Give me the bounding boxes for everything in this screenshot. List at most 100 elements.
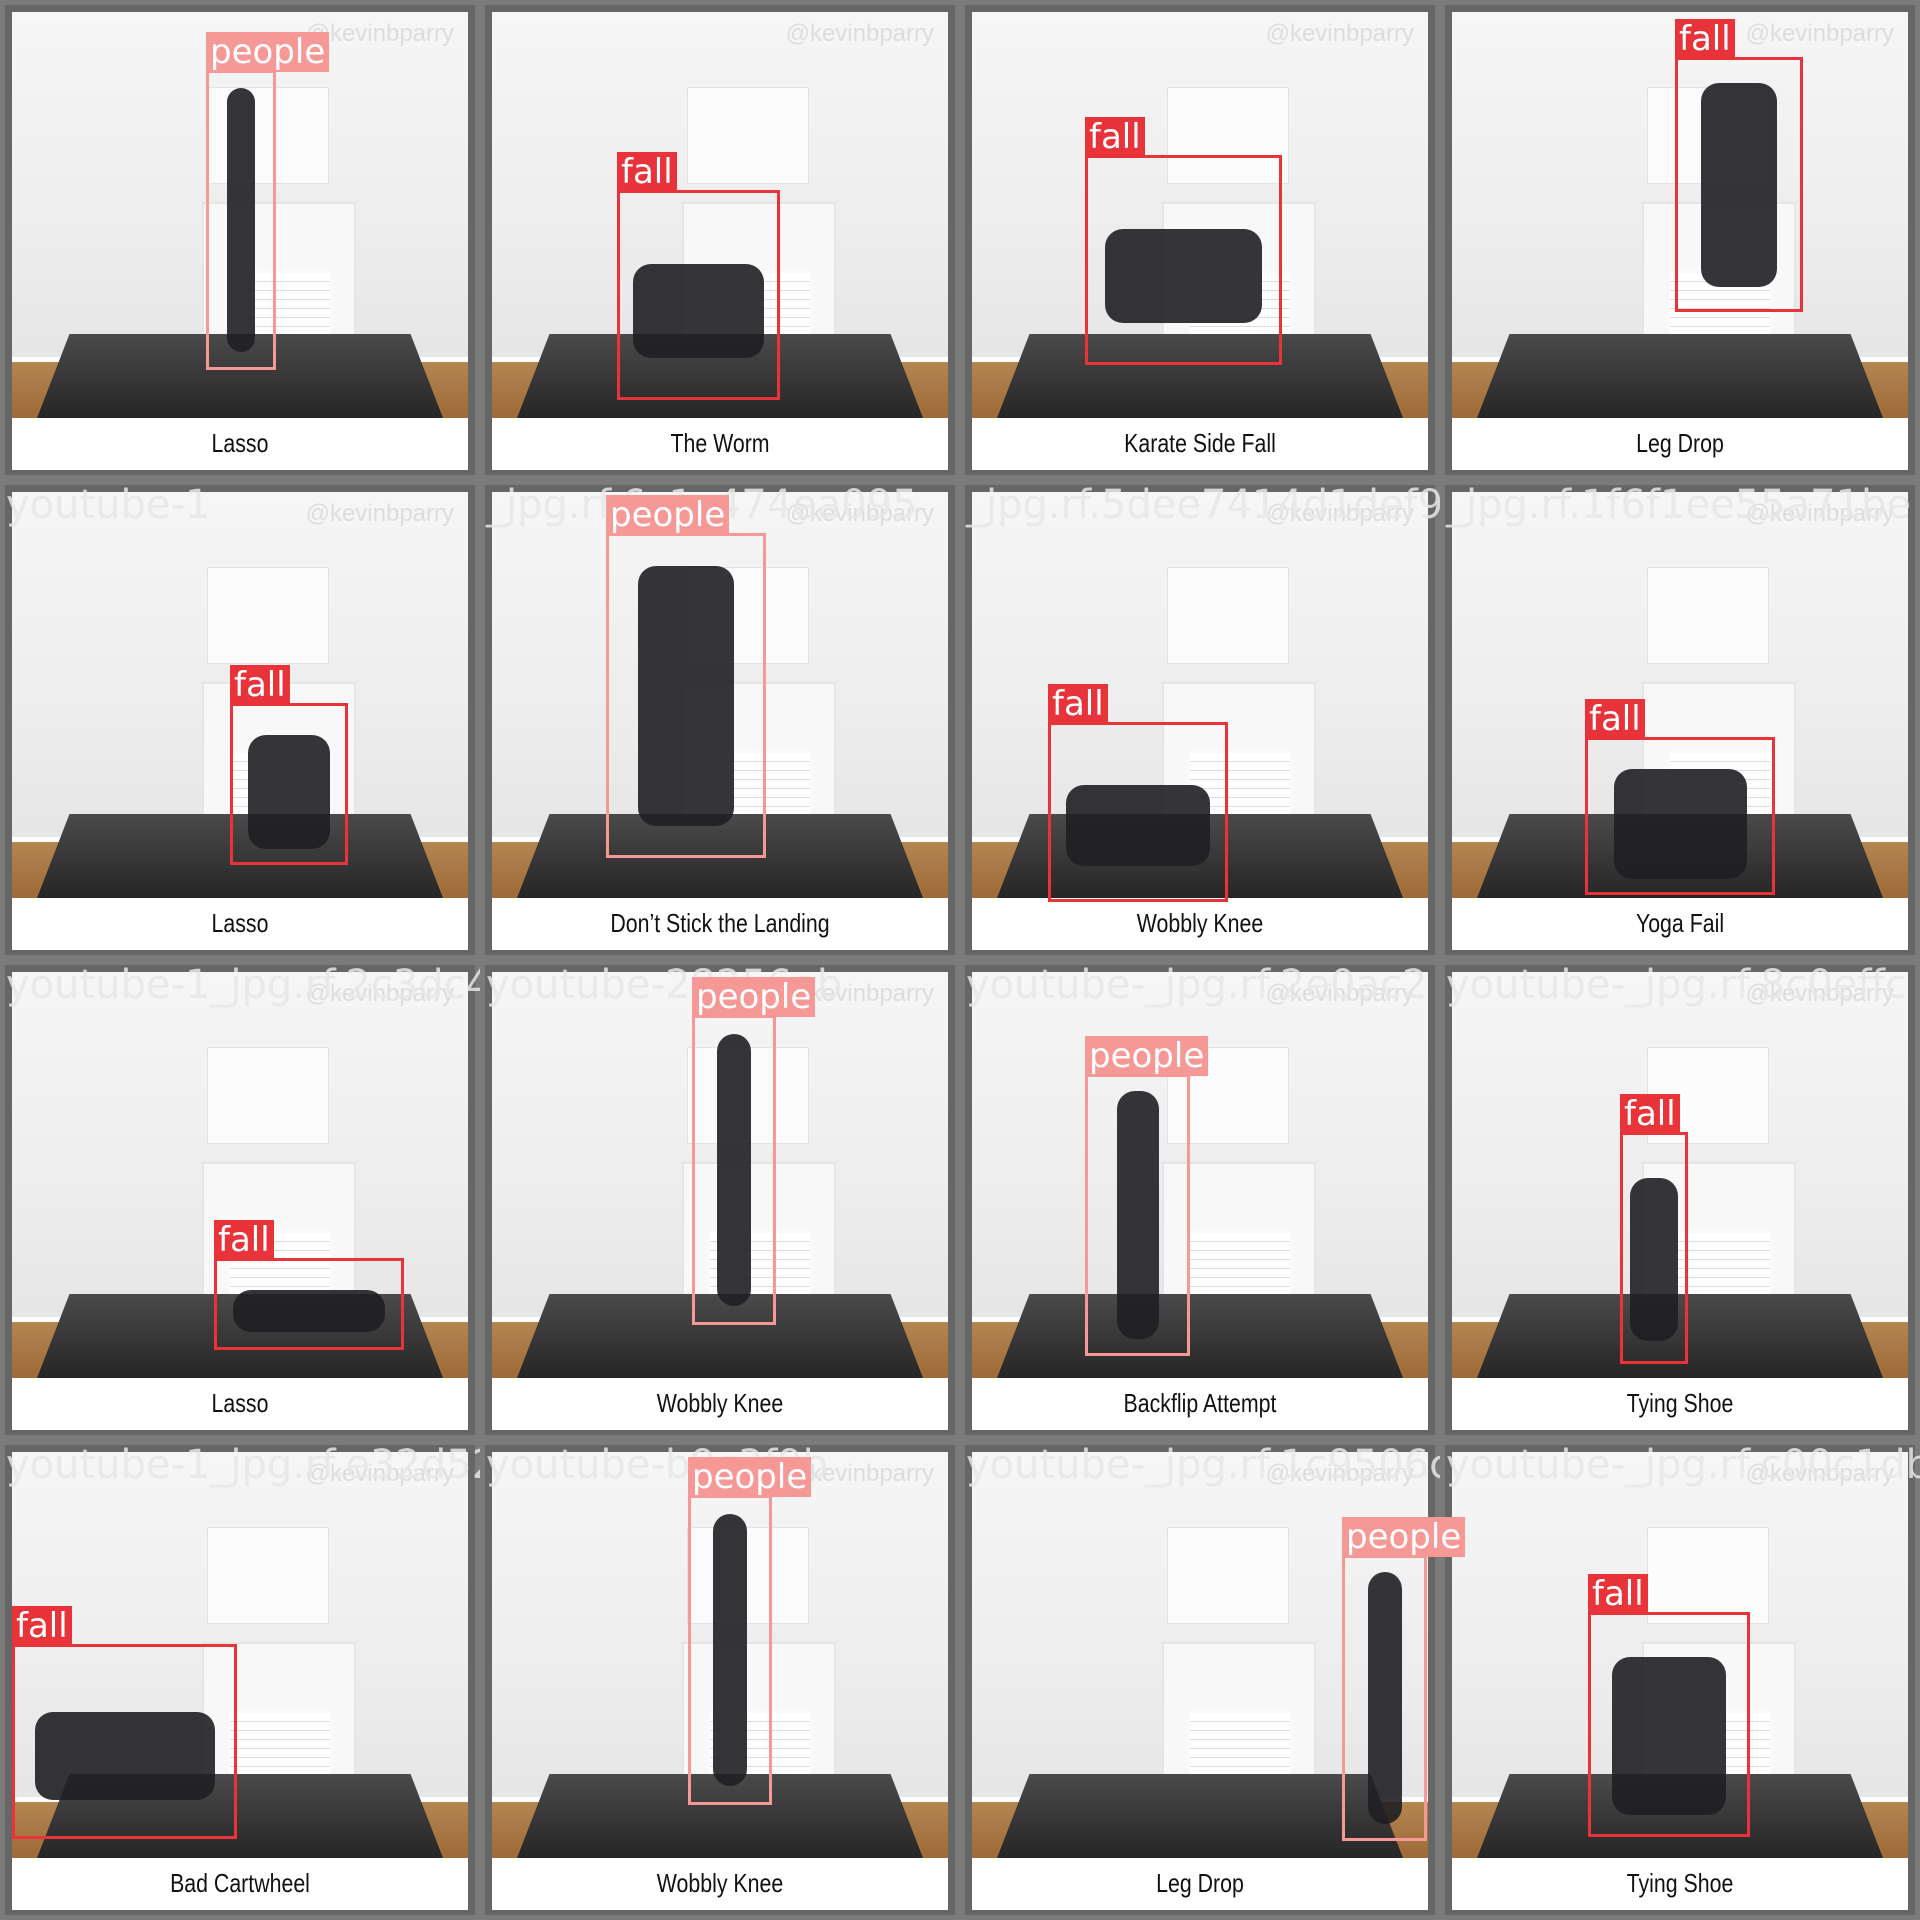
caption-bar: Don’t Stick the Landing xyxy=(492,898,948,950)
wall-frame xyxy=(687,87,809,184)
wall-frame xyxy=(1167,87,1289,184)
filename-overlay: youtube-1_jpg.rf.2c3dc4d xyxy=(6,962,480,1008)
caption-bar: Tying Shoe xyxy=(1452,1858,1908,1910)
fall-bounding-box: fall xyxy=(1048,684,1228,902)
caption-text: Leg Drop xyxy=(1156,1868,1244,1898)
image-tile: @kevinbparry Backflip Attempt youtube-_j… xyxy=(960,960,1440,1440)
image-tile: @kevinbparry Tying Shoe youtube-_jpg.rf.… xyxy=(1440,960,1920,1440)
caption-bar: Wobbly Knee xyxy=(972,898,1428,950)
caption-text: Karate Side Fall xyxy=(1124,428,1276,458)
filename-overlay: youtube-_jpg.rf.8c0effc xyxy=(1446,962,1907,1008)
wall-frame xyxy=(207,1047,329,1144)
person-figure xyxy=(247,735,331,849)
caption-bar: Wobbly Knee xyxy=(492,1378,948,1430)
person-figure xyxy=(717,1033,751,1307)
filename-overlay: youtube-1_jpg.rf.e32d52b xyxy=(6,1442,480,1488)
video-frame-image: @kevinbparry xyxy=(1452,972,1908,1378)
person-figure xyxy=(1630,1178,1678,1341)
people-bounding-box: people xyxy=(688,1457,812,1805)
filename-overlay: _jpg.rf.1f6f1ee55a71be xyxy=(1446,482,1911,528)
caption-bar: Lasso xyxy=(12,1378,468,1430)
detection-label: fall xyxy=(1588,1574,1648,1614)
caption-bar: Leg Drop xyxy=(1452,418,1908,470)
image-tile: @kevinbparry Leg Drop xyxy=(1440,0,1920,480)
caption-text: Wobbly Knee xyxy=(656,1388,784,1418)
video-frame-image: @kevinbparry xyxy=(1452,12,1908,418)
caption-text: Leg Drop xyxy=(1636,428,1724,458)
caption-bar: Lasso xyxy=(12,418,468,470)
wall-frame xyxy=(1647,1527,1769,1624)
crash-mat xyxy=(997,1294,1403,1378)
fall-bounding-box: fall xyxy=(12,1606,237,1839)
caption-bar: Tying Shoe xyxy=(1452,1378,1908,1430)
caption-text: Wobbly Knee xyxy=(656,1868,784,1898)
person-figure xyxy=(1700,82,1778,287)
watermark-text: @kevinbparry xyxy=(305,20,454,47)
fall-bounding-box: fall xyxy=(1588,1574,1750,1837)
filename-overlay: youtube-_jpg.rf.c00c1db xyxy=(1446,1442,1920,1488)
detection-label: fall xyxy=(1085,117,1145,157)
caption-text: Lasso xyxy=(211,428,269,458)
detection-label: people xyxy=(1342,1517,1466,1557)
detection-label: people xyxy=(692,977,816,1017)
filename-overlay: youtube-_jpg.rf.1c9506c xyxy=(966,1442,1440,1488)
caption-text: Yoga Fail xyxy=(1635,908,1725,938)
video-frame-image: @kevinbparry xyxy=(972,972,1428,1378)
filename-overlay: _jpg.rf.5dee7414d1def9 xyxy=(966,482,1440,528)
watermark-text: @kevinbparry xyxy=(785,500,934,527)
filename-overlay: youtube-1 xyxy=(6,482,211,528)
wall-frame xyxy=(1167,567,1289,664)
caption-text: Lasso xyxy=(211,908,269,938)
caption-text: Don’t Stick the Landing xyxy=(610,908,830,938)
person-figure xyxy=(1367,1572,1402,1824)
fall-bounding-box: fall xyxy=(1620,1094,1688,1364)
caption-bar: Backflip Attempt xyxy=(972,1378,1428,1430)
crash-mat xyxy=(1477,334,1883,418)
people-bounding-box: people xyxy=(1085,1036,1209,1356)
detection-label: people xyxy=(1085,1036,1209,1076)
detection-label: fall xyxy=(1620,1094,1680,1134)
caption-text: Wobbly Knee xyxy=(1136,908,1264,938)
person-figure xyxy=(34,1712,215,1800)
person-figure xyxy=(233,1290,385,1332)
person-figure xyxy=(1613,768,1747,880)
detection-label: people xyxy=(206,32,330,72)
wall-frame xyxy=(207,1527,329,1624)
watermark-text: @kevinbparry xyxy=(305,500,454,527)
person-figure xyxy=(638,565,734,826)
caption-bar: The Worm xyxy=(492,418,948,470)
watermark-text: @kevinbparry xyxy=(1265,500,1414,527)
watermark-text: @kevinbparry xyxy=(1265,980,1414,1007)
fall-bounding-box: fall xyxy=(230,665,348,865)
fall-bounding-box: fall xyxy=(214,1220,404,1350)
person-figure xyxy=(1612,1657,1726,1815)
caption-bar: Bad Cartwheel xyxy=(12,1858,468,1910)
caption-bar: Karate Side Fall xyxy=(972,418,1428,470)
caption-text: The Worm xyxy=(670,428,770,458)
detection-label: people xyxy=(606,495,730,535)
person-figure xyxy=(633,263,764,358)
detection-label: people xyxy=(688,1457,812,1497)
people-bounding-box: people xyxy=(1342,1517,1466,1841)
image-tile: @kevinbparry Don’t Stick the Landing _jp… xyxy=(480,480,960,960)
detection-label: fall xyxy=(230,665,290,705)
detection-label: fall xyxy=(1048,684,1108,724)
image-tile: @kevinbparry Bad Cartwheel youtube-1_jpg… xyxy=(0,1440,480,1920)
video-frame-image: @kevinbparry xyxy=(492,492,948,898)
wall-frame xyxy=(687,1527,809,1624)
filename-overlay: youtube-_jpg.rf.2e0ac2 xyxy=(966,962,1428,1008)
person-figure xyxy=(1116,1090,1159,1340)
detection-label: fall xyxy=(12,1606,72,1646)
caption-text: Lasso xyxy=(211,1388,269,1418)
watermark-text: @kevinbparry xyxy=(1745,980,1894,1007)
person-figure xyxy=(1104,228,1263,323)
fall-bounding-box: fall xyxy=(1675,19,1803,312)
watermark-text: @kevinbparry xyxy=(1745,500,1894,527)
person-figure xyxy=(1066,785,1210,866)
caption-bar: Leg Drop xyxy=(972,1858,1428,1910)
crash-mat xyxy=(1477,1294,1883,1378)
people-bounding-box: people xyxy=(606,495,766,858)
caption-text: Bad Cartwheel xyxy=(170,1868,310,1898)
crash-mat xyxy=(997,334,1403,418)
